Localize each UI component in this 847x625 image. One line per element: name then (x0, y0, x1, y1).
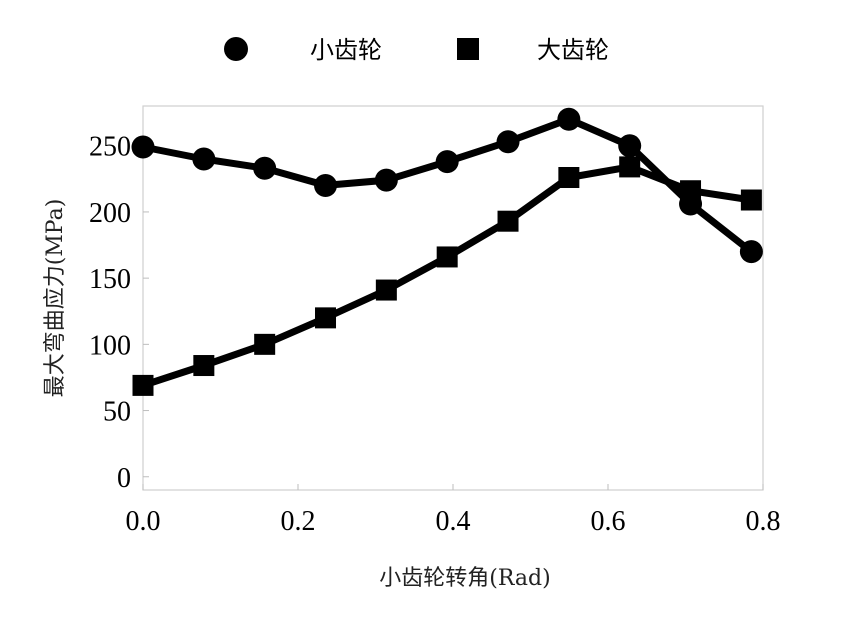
axes: 0.0 0.2 0.4 0.6 0.8 0 50 100 150 200 250 (89, 132, 781, 537)
data-point-square (193, 355, 215, 377)
data-point-circle (374, 168, 398, 192)
data-point-square (375, 279, 397, 301)
legend-label-0: 小齿轮 (310, 36, 382, 64)
data-point-circle (557, 107, 581, 131)
data-point-circle (618, 134, 642, 158)
x-tick-label: 0.0 (126, 506, 161, 537)
series-line-0 (139, 115, 755, 256)
data-point-circle (435, 150, 459, 174)
data-point-square (740, 189, 762, 211)
y-tick-label: 250 (89, 132, 131, 163)
legend-item-0: 小齿轮 (224, 36, 382, 64)
data-point-circle (131, 135, 155, 159)
data-point-circle (314, 173, 338, 197)
data-point-square (132, 374, 154, 396)
y-tick-label: 50 (103, 397, 131, 428)
data-point-square (680, 180, 702, 202)
legend: 小齿轮 大齿轮 (224, 36, 609, 64)
x-tick-label: 0.6 (591, 506, 626, 537)
data-point-square (558, 167, 580, 189)
y-tick-label: 150 (89, 264, 131, 295)
legend-marker-circle (224, 37, 248, 61)
y-axis-title: 最大弯曲应力(MPa) (43, 199, 68, 398)
data-point-square (254, 333, 276, 355)
x-tick-label: 0.4 (436, 506, 471, 537)
data-point-circle (739, 240, 763, 264)
data-point-square (619, 156, 641, 178)
legend-label-1: 大齿轮 (537, 36, 609, 64)
y-tick-label: 200 (89, 198, 131, 229)
series-layer (131, 107, 763, 396)
data-point-square (436, 246, 458, 268)
data-point-square (315, 307, 337, 329)
series-line-1 (139, 163, 755, 389)
legend-item-1: 大齿轮 (457, 36, 609, 64)
x-axis-title: 小齿轮转角(Rad) (379, 566, 550, 591)
y-tick-label: 0 (117, 463, 131, 494)
y-tick-label: 100 (89, 330, 131, 361)
x-tick-label: 0.8 (746, 506, 781, 537)
data-point-circle (253, 156, 277, 180)
data-point-circle (496, 130, 520, 154)
x-tick-label: 0.2 (281, 506, 316, 537)
data-point-circle (192, 147, 216, 171)
data-point-square (497, 210, 519, 232)
legend-marker-square (457, 38, 479, 60)
